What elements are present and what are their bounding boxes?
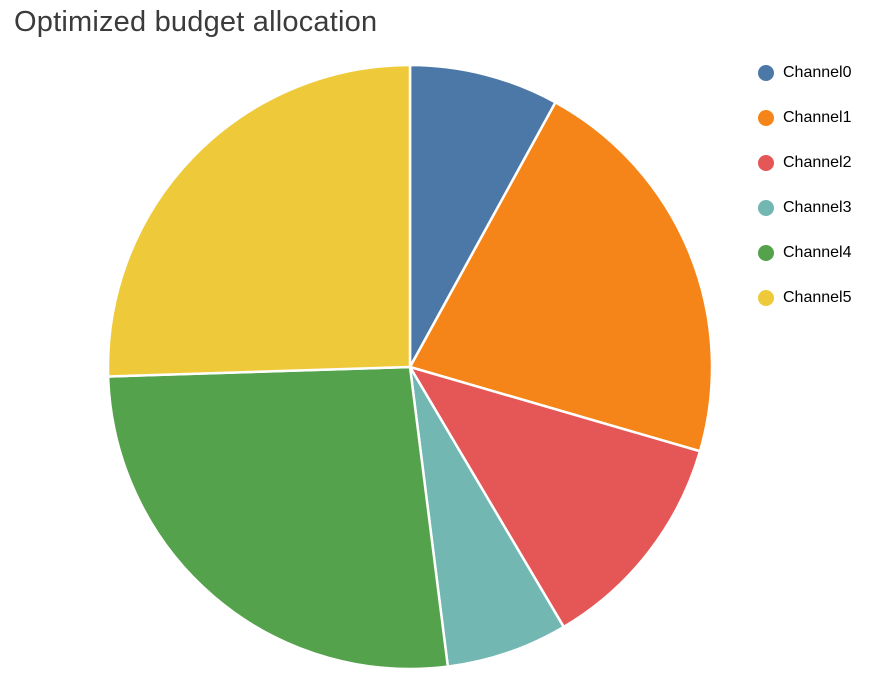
pie-slice-channel1 bbox=[408, 101, 714, 453]
pie-slice-channel0 bbox=[408, 63, 557, 369]
legend-swatch-icon bbox=[758, 110, 774, 126]
legend-swatch-icon bbox=[758, 245, 774, 261]
legend-swatch-icon bbox=[758, 65, 774, 81]
legend-swatch-icon bbox=[758, 200, 774, 216]
legend-label: Channel3 bbox=[783, 199, 852, 216]
legend-item-channel1: Channel1 bbox=[758, 109, 852, 127]
legend-label: Channel0 bbox=[783, 64, 852, 81]
pie-slice-channel2 bbox=[408, 365, 702, 629]
pie-slice-channel5 bbox=[106, 63, 412, 378]
legend-label: Channel5 bbox=[783, 289, 852, 306]
legend-swatch-icon bbox=[758, 290, 774, 306]
legend-label: Channel4 bbox=[783, 244, 852, 261]
pie-slice-channel4 bbox=[106, 365, 450, 671]
legend-swatch-icon bbox=[758, 155, 774, 171]
chart-title: Optimized budget allocation bbox=[14, 6, 378, 38]
legend-item-channel0: Channel0 bbox=[758, 64, 852, 82]
legend-label: Channel1 bbox=[783, 109, 852, 126]
legend: Channel0 Channel1 Channel2 Channel3 Channel4… bbox=[758, 64, 852, 307]
legend-item-channel2: Channel2 bbox=[758, 154, 852, 172]
legend-item-channel4: Channel4 bbox=[758, 244, 852, 262]
legend-label: Channel2 bbox=[783, 154, 852, 171]
legend-item-channel3: Channel3 bbox=[758, 199, 852, 217]
pie-slice-channel3 bbox=[408, 365, 565, 668]
legend-item-channel5: Channel5 bbox=[758, 289, 852, 307]
